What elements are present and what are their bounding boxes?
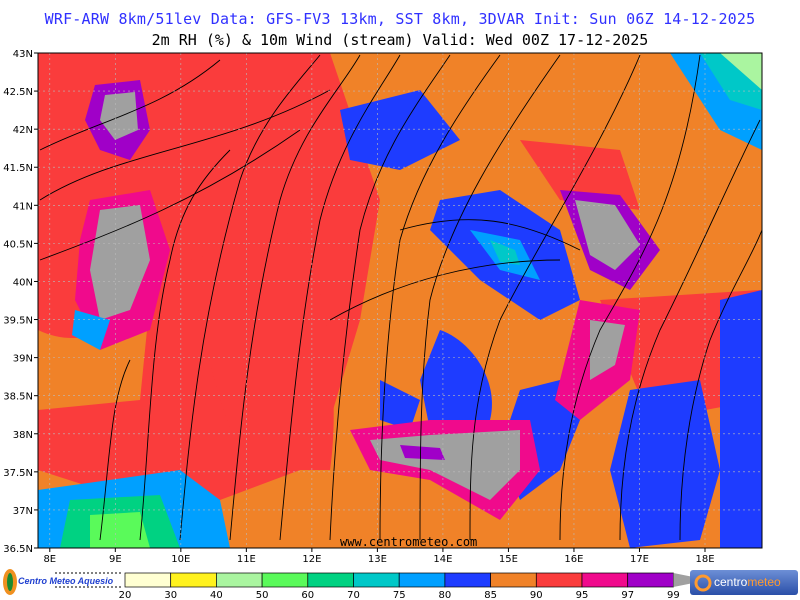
lat-label: 41N [13, 201, 33, 212]
lat-label: 40.5N [3, 239, 33, 250]
lon-label: 18E [695, 554, 714, 565]
colorbar-tick-label: 60 [301, 590, 314, 600]
colorbar-tick-label: 50 [256, 590, 269, 600]
colorbar-swatch [627, 572, 674, 588]
colorbar-swatch [216, 572, 263, 588]
map-frame [37, 52, 763, 549]
colorbar: 20 30 40 50 60 70 75 80 85 90 95 97 99 [119, 572, 714, 600]
colorbar-swatch [490, 572, 537, 588]
colorbar-tick-label: 80 [439, 590, 452, 600]
colorbar-tick-label: 70 [347, 590, 360, 600]
lat-label: 39N [13, 354, 33, 365]
colorbar-swatch [444, 572, 491, 588]
colorbar-tick-label: 75 [393, 590, 406, 600]
lat-label: 39.5N [3, 316, 33, 327]
lon-label: 12E [302, 554, 321, 565]
lat-label: 36.5N [3, 544, 33, 555]
colorbar-swatch [261, 572, 309, 588]
lat-label: 42N [13, 125, 33, 136]
logo-left-text: Centro Meteo Aquesio [18, 576, 114, 586]
lat-label: 43N [13, 49, 33, 60]
lon-label: 9E [109, 554, 122, 565]
colorbar-tick-label: 99 [667, 590, 680, 600]
colorbar-tick-label: 97 [621, 590, 634, 600]
logo-right-text-a: centro [714, 575, 748, 589]
chart-title: WRF-ARW 8km/51lev Data: GFS-FV3 13km, SS… [44, 10, 756, 28]
colorbar-tick-label: 85 [484, 590, 497, 600]
lon-label: 14E [433, 554, 452, 565]
colorbar-tick-label: 30 [164, 590, 177, 600]
lon-label: 16E [564, 554, 583, 565]
wind-streamlines [39, 54, 762, 541]
lon-label: 8E [43, 554, 56, 565]
lat-label: 41.5N [3, 163, 33, 174]
rh-field [38, 53, 762, 548]
colorbar-swatch [170, 572, 217, 588]
colorbar-swatch [353, 572, 400, 588]
colorbar-swatch [535, 572, 583, 588]
logo-right-text-b: meteo [747, 575, 781, 589]
lat-label: 38.5N [3, 392, 33, 403]
colorbar-swatch [124, 572, 172, 588]
logo-swirl-icon [694, 574, 712, 592]
colorbar-swatch [581, 572, 629, 588]
lon-label: 15E [499, 554, 518, 565]
lat-label: 42.5N [3, 87, 33, 98]
logo-icon [3, 569, 17, 595]
lon-label: 13E [368, 554, 387, 565]
lat-label: 40N [13, 277, 33, 288]
graticule [38, 53, 762, 548]
colorbar-swatch [307, 572, 354, 588]
lat-label: 37N [13, 506, 33, 517]
colorbar-tick-label: 90 [530, 590, 543, 600]
colorbar-tick-label: 95 [576, 590, 589, 600]
colorbar-overflow [673, 573, 694, 587]
colorbar-tick-label: 20 [119, 590, 132, 600]
colorbar-tick-label: 40 [210, 590, 223, 600]
lat-label: 38N [13, 430, 33, 441]
centro-meteo-aquesio-logo: Centro Meteo Aquesio [2, 568, 114, 598]
lon-label: 17E [630, 554, 649, 565]
chart-subtitle: 2m RH (%) & 10m Wind (stream) Valid: Wed… [151, 31, 649, 49]
lat-label: 37.5N [3, 468, 33, 479]
watermark: www.centrometeo.com [340, 535, 477, 549]
lon-label: 11E [237, 554, 256, 565]
centrometeo-logo: centrometeo [690, 570, 798, 595]
colorbar-swatch [398, 572, 446, 588]
lon-label: 10E [171, 554, 190, 565]
